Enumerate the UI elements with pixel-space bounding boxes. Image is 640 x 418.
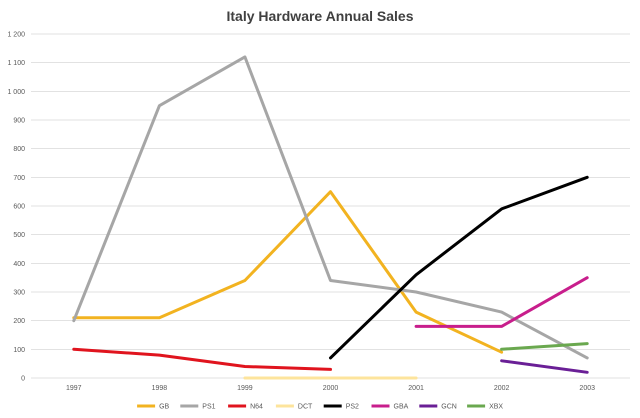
legend-label-ps2: PS2 xyxy=(346,404,359,411)
x-tick-label: 1999 xyxy=(237,385,253,392)
x-tick-label: 2001 xyxy=(408,385,424,392)
series-lines xyxy=(72,55,589,380)
y-tick-label: 200 xyxy=(13,318,25,325)
legend-label-ps1: PS1 xyxy=(202,404,215,411)
legend-label-n64: N64 xyxy=(250,404,263,411)
legend-label-xbx: XBX xyxy=(489,404,503,411)
legend-label-gba: GBA xyxy=(394,404,409,411)
series-line-gcn xyxy=(500,359,589,374)
legend-label-gb: GB xyxy=(159,404,169,411)
legend-label-dct: DCT xyxy=(298,404,313,411)
y-tick-label: 300 xyxy=(13,290,25,297)
series-line-ps2 xyxy=(329,175,589,360)
x-tick-label: 2002 xyxy=(494,385,510,392)
y-axis-tick-labels: 0 100 200 300 400 500 600 700 800 900 1 000 1 100 1 … xyxy=(7,32,25,383)
y-tick-label: 500 xyxy=(13,232,25,239)
x-tick-label: 2003 xyxy=(579,385,595,392)
legend: GB PS1 N64 DCT PS2 GBA GCN XBX xyxy=(137,404,503,411)
x-axis-tick-labels: 1997 1998 1999 2000 2001 2002 2003 xyxy=(66,385,595,392)
y-tick-label: 100 xyxy=(13,347,25,354)
legend-label-gcn: GCN xyxy=(441,404,457,411)
series-line-ps1 xyxy=(72,55,589,360)
y-tick-label: 800 xyxy=(13,146,25,153)
y-tick-label: 700 xyxy=(13,175,25,182)
y-tick-label: 0 xyxy=(21,376,25,383)
gridlines xyxy=(31,33,630,379)
x-tick-label: 1997 xyxy=(66,385,82,392)
series-line-gba xyxy=(414,276,589,328)
y-tick-label: 600 xyxy=(13,204,25,211)
x-tick-label: 2000 xyxy=(323,385,339,392)
y-tick-label: 1 200 xyxy=(7,32,25,39)
y-tick-label: 1 100 xyxy=(7,60,25,67)
y-tick-label: 400 xyxy=(13,261,25,268)
series-line-n64 xyxy=(72,347,332,371)
series-line-gb xyxy=(72,190,504,354)
y-tick-label: 900 xyxy=(13,118,25,125)
series-line-xbx xyxy=(500,342,589,351)
x-tick-label: 1998 xyxy=(152,385,168,392)
y-tick-label: 1 000 xyxy=(7,89,25,96)
chart-title: Italy Hardware Annual Sales xyxy=(227,8,414,24)
